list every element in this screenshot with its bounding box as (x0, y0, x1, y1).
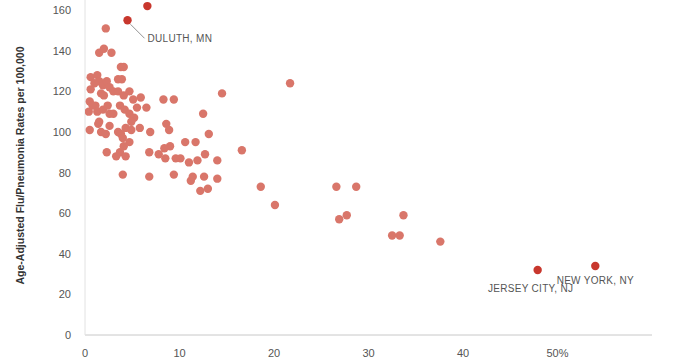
point (257, 183, 265, 191)
point (213, 174, 221, 182)
x-axis-line (85, 335, 652, 336)
point (86, 85, 94, 93)
point (399, 211, 407, 219)
point (107, 49, 115, 57)
point (213, 156, 221, 164)
point (185, 158, 193, 166)
point (181, 138, 189, 146)
point (121, 152, 129, 160)
annotation: NEW YORK, NY (557, 275, 634, 286)
x-tick-label: 10 (173, 347, 185, 359)
point (335, 215, 343, 223)
point (143, 2, 151, 10)
point (133, 103, 141, 111)
point (395, 231, 403, 239)
point (170, 95, 178, 103)
y-tick-label: 80 (59, 167, 71, 179)
point (200, 172, 208, 180)
point (145, 172, 153, 180)
point (109, 109, 117, 117)
point (129, 95, 137, 103)
y-tick-label: 120 (53, 85, 71, 97)
point (201, 150, 209, 158)
point (159, 95, 167, 103)
y-axis-line (85, 0, 86, 335)
point (105, 122, 113, 130)
point (103, 148, 111, 156)
point (165, 126, 173, 134)
point (204, 185, 212, 193)
point (170, 170, 178, 178)
point (127, 118, 135, 126)
point (199, 109, 207, 117)
point (142, 103, 150, 111)
point (118, 75, 126, 83)
point (436, 237, 444, 245)
point (120, 63, 128, 71)
x-tick-label: 50% (546, 347, 568, 359)
y-axis-title: Age-Adjusted Flu/Pneumonia Rates per 100… (14, 46, 26, 284)
point (238, 146, 246, 154)
point (137, 93, 145, 101)
point (388, 231, 396, 239)
point (332, 183, 340, 191)
y-tick-label: 20 (59, 288, 71, 300)
point (191, 138, 199, 146)
point (123, 16, 131, 24)
point (218, 89, 226, 97)
y-tick-label: 100 (53, 126, 71, 138)
annotation: DULUTH, MN (148, 33, 213, 44)
y-tick-label: 140 (53, 45, 71, 57)
point (286, 79, 294, 87)
point (189, 172, 197, 180)
x-tick-label: 40 (457, 347, 469, 359)
y-tick-label: 40 (59, 248, 71, 260)
point (196, 187, 204, 195)
point (125, 87, 133, 95)
point (136, 124, 144, 132)
chart: 0 20 40 60 80 100 120 140 160 0 10 20 30 40 50% Age-Adj… (0, 0, 679, 361)
point (119, 170, 127, 178)
point (533, 266, 541, 274)
point (100, 45, 108, 53)
x-tick-label: 30 (362, 347, 374, 359)
point (271, 201, 279, 209)
point (120, 142, 128, 150)
point (146, 128, 154, 136)
y-tick-label: 160 (53, 4, 71, 16)
point (102, 24, 110, 32)
point (193, 156, 201, 164)
point (102, 130, 110, 138)
point (86, 126, 94, 134)
y-tick-label: 60 (59, 207, 71, 219)
point (127, 126, 135, 134)
x-tick-label: 0 (82, 347, 88, 359)
point (591, 262, 599, 270)
point (352, 183, 360, 191)
point (100, 91, 108, 99)
point (103, 101, 111, 109)
point (161, 154, 169, 162)
point (95, 118, 103, 126)
point (176, 154, 184, 162)
point (205, 130, 213, 138)
point (343, 211, 351, 219)
point (145, 148, 153, 156)
annotation-leader (131, 24, 145, 38)
x-tick-label: 20 (268, 347, 280, 359)
points (85, 2, 599, 274)
y-tick-label: 0 (65, 329, 71, 341)
